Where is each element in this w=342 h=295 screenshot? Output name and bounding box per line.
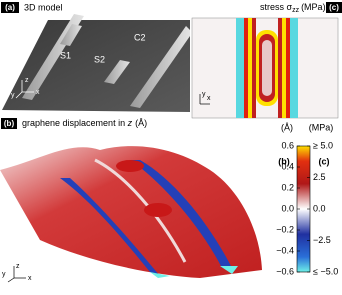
- label: C1: [4, 40, 16, 50]
- tick-label: 0.0: [281, 203, 294, 213]
- trough: [130, 160, 232, 268]
- tick-label: ≥ 5.0: [313, 140, 333, 150]
- axes-icon: [7, 266, 26, 283]
- label: S1: [60, 50, 71, 60]
- electrode-s2: [104, 60, 130, 84]
- stripe: [248, 18, 252, 118]
- loop: [262, 40, 272, 96]
- stripe: [286, 18, 290, 118]
- label: S2: [94, 54, 105, 64]
- tick-label: 2.5: [313, 172, 326, 182]
- title-var: z: [127, 118, 133, 128]
- axis-label: z: [25, 77, 29, 84]
- title-sub: zz: [292, 7, 300, 14]
- tick-label: −2.5: [313, 235, 331, 245]
- tick-label: 0.4: [281, 161, 294, 171]
- tick-label: ≤ −5.0: [313, 266, 338, 276]
- colorbar-tag: (b): [278, 156, 290, 166]
- panel-b: (b) graphene displacement in z (Å) y z x: [0, 118, 262, 283]
- panel-title: stress σzz (MPa): [260, 2, 326, 13]
- label: C2: [134, 32, 146, 42]
- trough: [60, 178, 160, 276]
- electrode-s1: [60, 24, 82, 46]
- panel-label: (c): [329, 3, 339, 12]
- axis-label: x: [28, 275, 32, 282]
- stripe: [244, 18, 248, 118]
- axes-icon: [199, 94, 210, 105]
- tick-label: −0.6: [276, 266, 294, 276]
- bump: [144, 203, 172, 217]
- axes-icon: [15, 80, 34, 99]
- axis-label: z: [16, 263, 20, 270]
- axis-label: x: [36, 89, 40, 96]
- tick-label: −0.4: [276, 245, 294, 255]
- colorbar-unit: (Å): [281, 122, 293, 132]
- stripe: [282, 18, 286, 118]
- tick-label: 0.0: [313, 203, 326, 213]
- panel-label: (b): [4, 119, 15, 128]
- panel-c: (c) stress σzz (MPa) y x: [191, 2, 342, 119]
- panel-title: graphene displacement in z (Å): [22, 118, 147, 128]
- title-unit: (Å): [135, 118, 147, 128]
- title-unit: (MPa): [301, 2, 326, 12]
- panel-tag: [1, 2, 19, 13]
- colorbar-unit: (MPa): [309, 122, 334, 132]
- bump: [116, 160, 144, 172]
- trough: [220, 266, 238, 274]
- panel-label: (a): [5, 3, 15, 12]
- colorbar: (Å) (MPa) (b) (c) 0.6 0.4 0.2 0.0 −0.2 −0.4 −0…: [276, 122, 338, 276]
- title-text: graphene displacement in: [22, 118, 128, 128]
- panel-title: 3D model: [24, 2, 63, 12]
- panel-tag: [1, 118, 17, 129]
- stripe: [236, 18, 244, 118]
- trough: [150, 272, 170, 278]
- title-text: stress σ: [260, 2, 293, 12]
- panel-a: (a) 3D model C1 S1 S2 C2 z y x: [1, 2, 190, 112]
- colorbar-tag: (c): [319, 156, 330, 166]
- stripe: [290, 18, 298, 118]
- tick-label: −0.2: [276, 224, 294, 234]
- axis-label: y: [11, 92, 15, 99]
- panel-tag: [326, 2, 342, 13]
- electrode-c2: [130, 26, 190, 108]
- axis-label: y: [202, 91, 206, 98]
- stripe: [252, 18, 256, 118]
- tick-label: 0.2: [281, 182, 294, 192]
- axis-label: x: [207, 95, 211, 102]
- tick-label: 0.6: [281, 140, 294, 150]
- stripe: [278, 18, 282, 118]
- ridge: [94, 158, 187, 263]
- axis-label: y: [2, 271, 6, 278]
